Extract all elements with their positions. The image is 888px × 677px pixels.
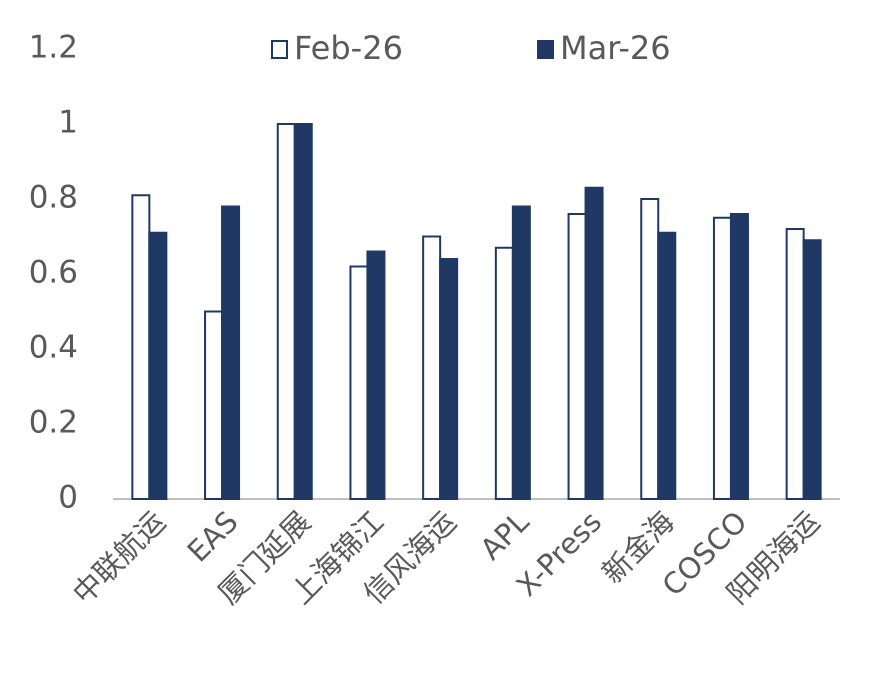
- bar: [349, 265, 369, 500]
- bar: [712, 216, 732, 500]
- y-tick-label: 0.8: [29, 180, 78, 216]
- y-tick-label: 1.2: [29, 30, 78, 66]
- legend-swatch: [537, 40, 554, 59]
- bar: [131, 194, 151, 500]
- y-tick-label: 0.2: [29, 405, 78, 441]
- bar: [221, 205, 241, 500]
- bar: [494, 246, 514, 500]
- bar: [657, 231, 677, 500]
- bar: [366, 250, 386, 500]
- y-tick-label: 0.6: [29, 255, 78, 291]
- bar: [439, 258, 459, 500]
- bar: [584, 186, 604, 500]
- bar: [204, 310, 224, 500]
- x-tick-label: EAS: [181, 505, 245, 569]
- bar: [729, 213, 749, 500]
- bar: [511, 205, 531, 500]
- y-tick-label: 0: [58, 480, 78, 516]
- bar: [640, 198, 660, 500]
- bar: [422, 235, 442, 500]
- y-tick-label: 0.4: [29, 330, 78, 366]
- x-tick-label: 中联航运: [66, 505, 172, 611]
- bar: [802, 239, 822, 500]
- bar: [148, 231, 168, 500]
- bar: [785, 228, 805, 500]
- bar: [293, 123, 313, 500]
- legend-swatch: [271, 40, 288, 59]
- bar: [276, 123, 296, 500]
- legend-label: Feb-26: [294, 29, 403, 67]
- x-tick-label: APL: [474, 505, 536, 567]
- y-tick-label: 1: [58, 105, 78, 141]
- bar: [567, 213, 587, 500]
- legend-label: Mar-26: [560, 29, 671, 67]
